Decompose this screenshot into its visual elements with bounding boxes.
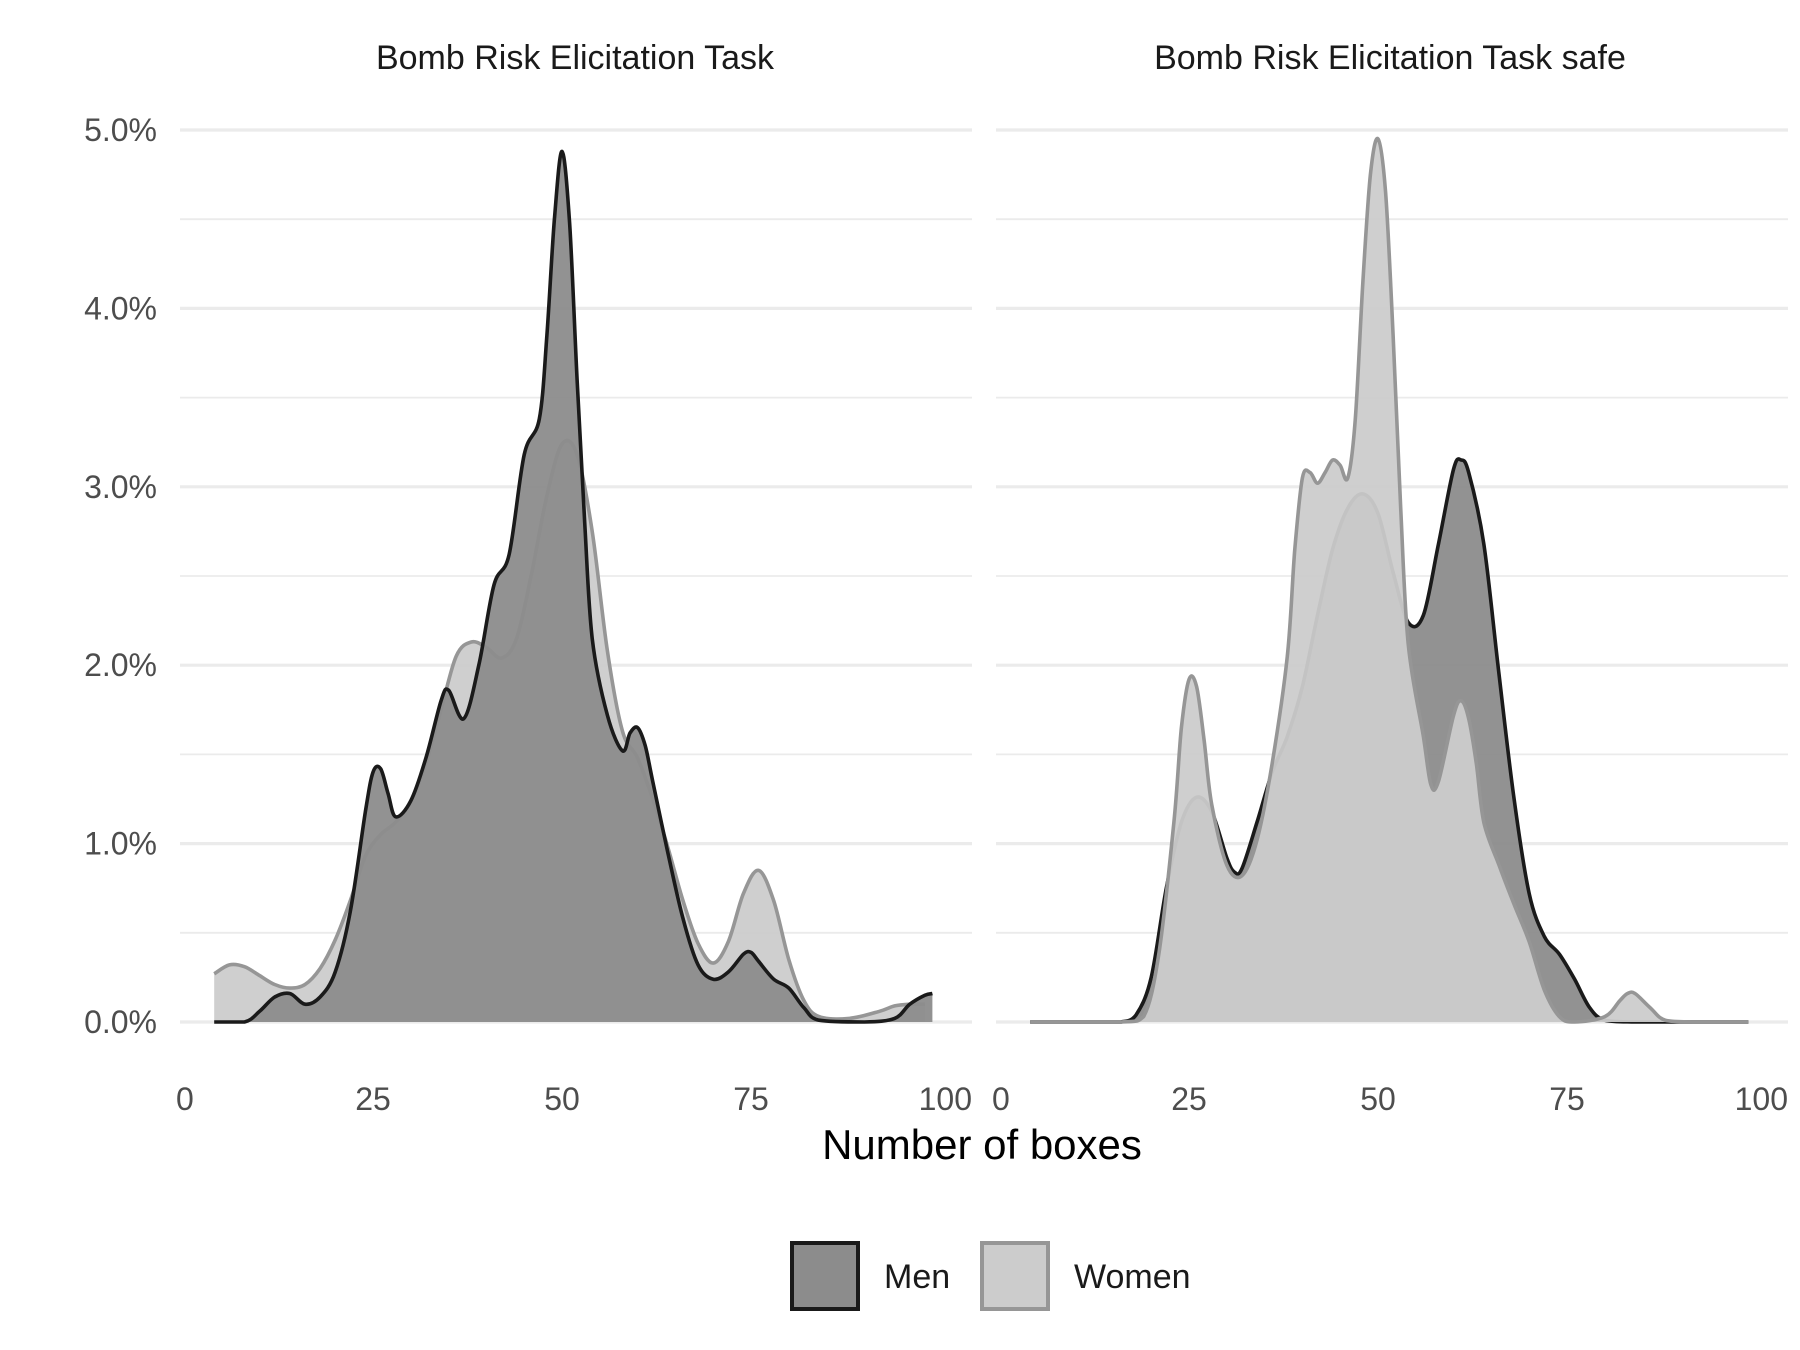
- y-axis-tick-labels: 0.0% 1.0% 2.0% 3.0% 4.0% 5.0%: [84, 112, 157, 1040]
- x-tick-label: 75: [1549, 1081, 1585, 1117]
- y-tick-label: 5.0%: [84, 112, 157, 148]
- x-axis-title: Number of boxes: [822, 1121, 1142, 1168]
- panel-x-ticks: 0 25 50 75 100: [176, 1081, 972, 1117]
- panel-bomb-risk-safe: 0 25 50 75 100 Bomb Risk Elicitation Task sa…: [992, 39, 1788, 1117]
- panel-title: Bomb Risk Elicitation Task: [376, 39, 775, 77]
- y-tick-label: 2.0%: [84, 647, 157, 683]
- y-tick-label: 0.0%: [84, 1004, 157, 1040]
- x-tick-label: 100: [1735, 1081, 1788, 1117]
- density-line-men: [214, 149, 933, 1024]
- x-tick-label: 25: [1171, 1081, 1207, 1117]
- y-tick-label: 4.0%: [84, 290, 157, 326]
- density-area-men: [214, 151, 933, 1022]
- x-tick-label: 0: [176, 1081, 194, 1117]
- legend-key-women: [980, 1241, 1050, 1311]
- x-tick-label: 100: [919, 1081, 972, 1117]
- panel-x-ticks: 0 25 50 75 100: [992, 1081, 1788, 1117]
- legend-key-men: [790, 1241, 860, 1311]
- x-tick-label: 50: [544, 1081, 580, 1117]
- panel-bomb-risk: 0 25 50 75 100 Bomb Risk Elicitation Task: [176, 39, 972, 1117]
- legend: Men Women: [790, 1241, 1191, 1311]
- panel-series: [1030, 136, 1749, 1024]
- legend-label-women: Women: [1074, 1258, 1191, 1296]
- x-tick-label: 25: [355, 1081, 391, 1117]
- x-tick-label: 50: [1360, 1081, 1396, 1117]
- panel-title: Bomb Risk Elicitation Task safe: [1154, 39, 1626, 77]
- panel-series: [213, 149, 933, 1024]
- x-tick-label: 75: [733, 1081, 769, 1117]
- x-tick-label: 0: [992, 1081, 1010, 1117]
- y-tick-label: 1.0%: [84, 826, 157, 862]
- y-tick-label: 3.0%: [84, 469, 157, 505]
- density-line-women: [1030, 136, 1749, 1024]
- legend-label-men: Men: [884, 1258, 950, 1296]
